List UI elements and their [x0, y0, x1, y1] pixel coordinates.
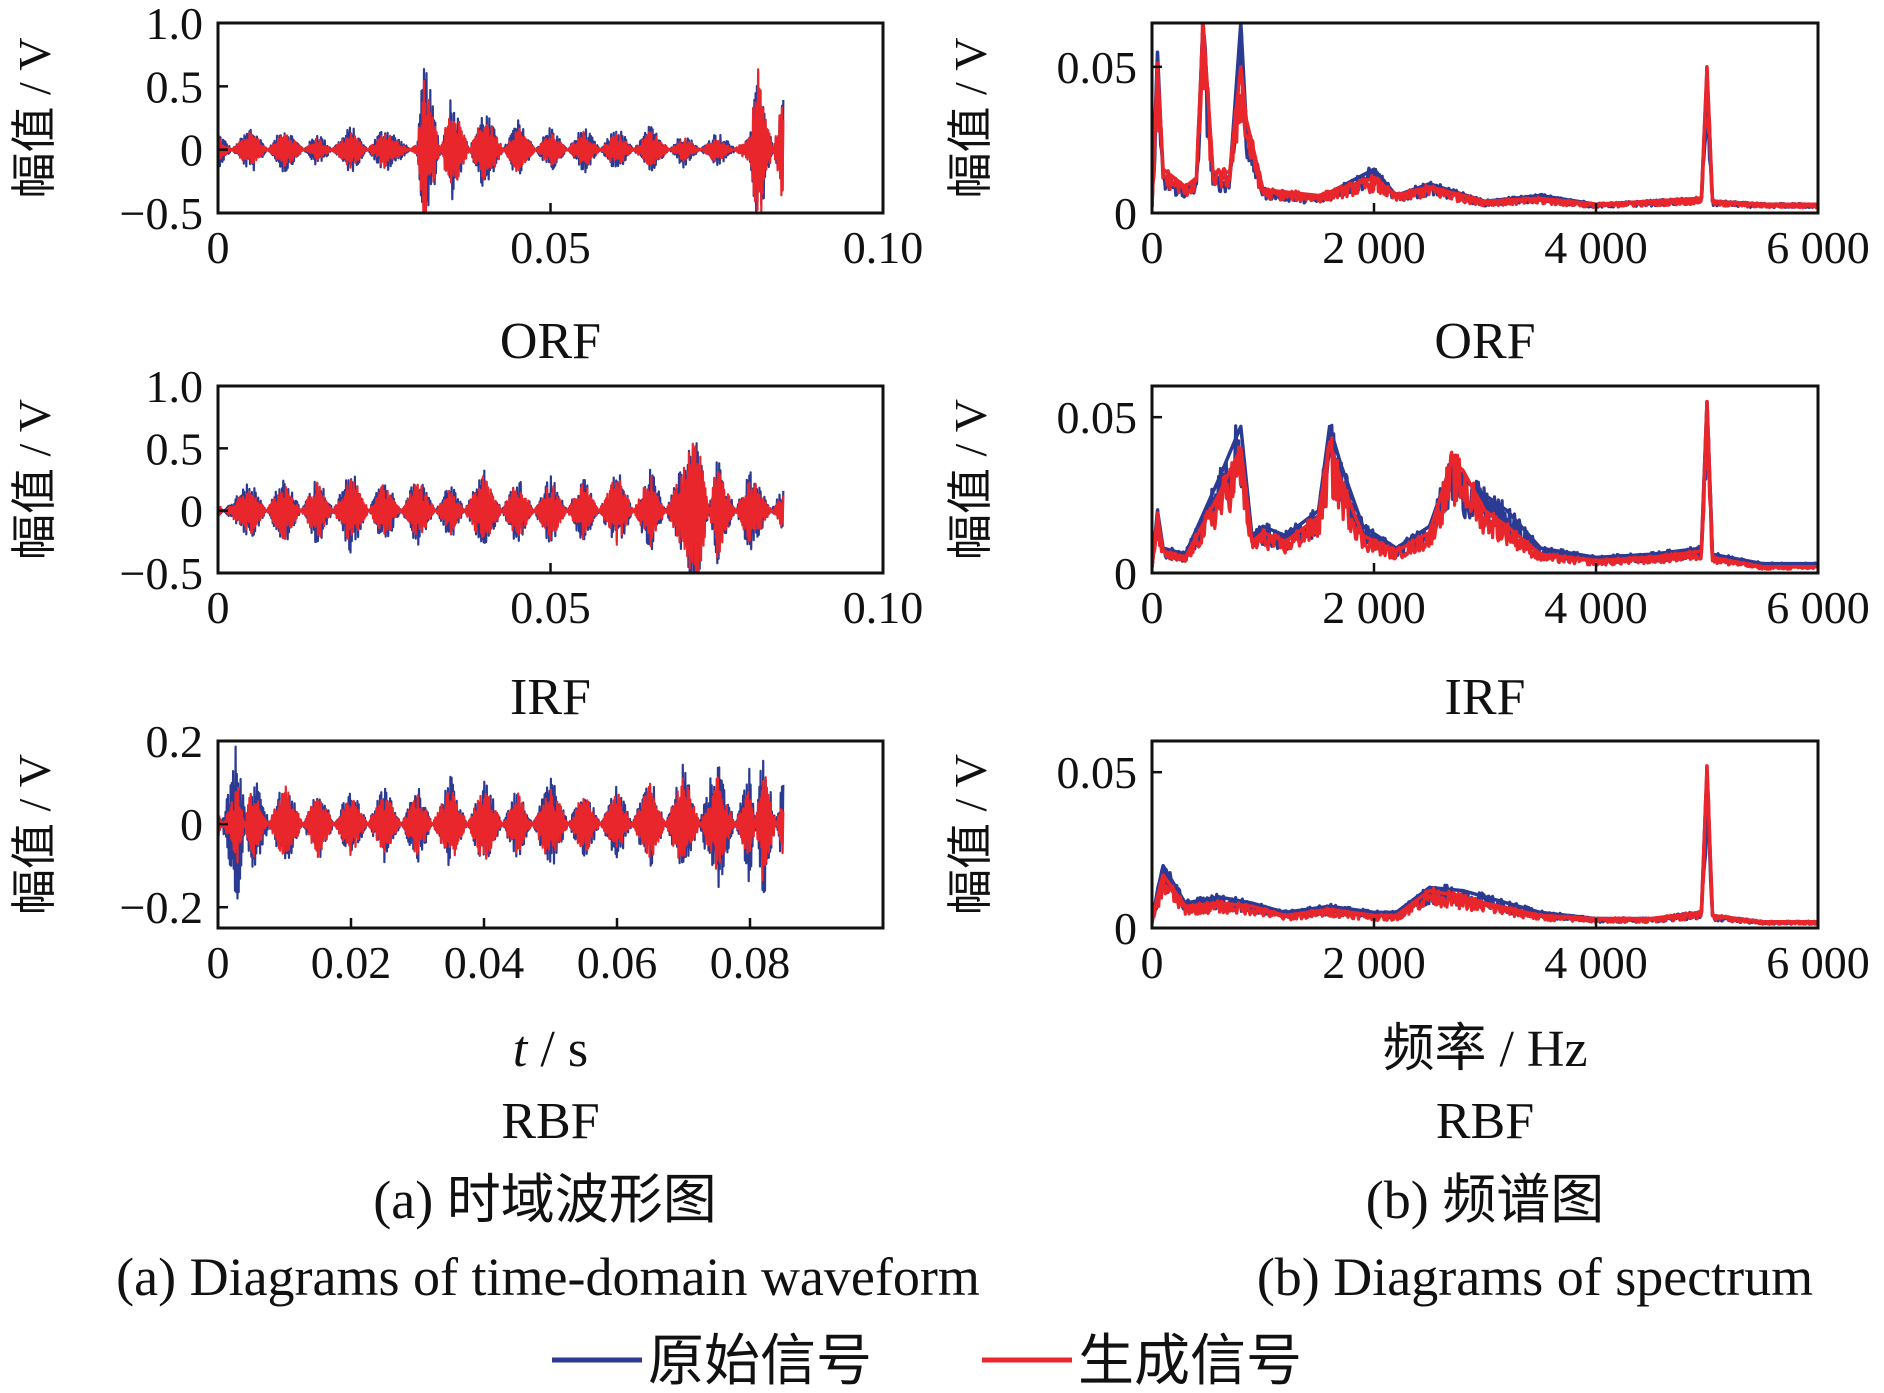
panel-title: RBF [501, 1093, 599, 1150]
series-original-line [1152, 764, 1818, 926]
series-generated-peaks [1152, 23, 1818, 206]
x-tick-label: 0 [207, 582, 230, 633]
series-generated-peaks [1152, 764, 1818, 924]
y-axis-label: 幅值 / V [9, 38, 60, 199]
y-tick-label: 1.0 [146, 0, 204, 49]
x-tick-label: 4 000 [1544, 582, 1648, 633]
x-tick-label: 0 [207, 937, 230, 988]
panel-b-irf: 0 2 000 4 000 6 000 0 0.05 幅值 / V IRF [945, 384, 1870, 726]
x-tick-label: 0.04 [444, 937, 525, 988]
y-tick-label: 0.05 [1057, 42, 1138, 93]
panel-title: ORF [500, 313, 601, 370]
x-tick-label: 2 000 [1322, 937, 1426, 988]
series-generated-line [1152, 23, 1818, 210]
y-axis-label: 幅值 / V [945, 754, 996, 915]
legend: 原始信号 生成信号 [552, 1331, 1302, 1393]
y-tick-label: 1.0 [146, 361, 204, 412]
x-tick-label: 0 [1141, 222, 1164, 273]
y-tick-label: 0.5 [146, 61, 204, 112]
series-original-peaks [1152, 23, 1818, 208]
y-axis-label: 幅值 / V [945, 38, 996, 199]
y-tick-label: 0 [180, 799, 203, 850]
x-axis-label: t / s [513, 1021, 588, 1078]
y-tick-label: −0.5 [120, 548, 203, 599]
x-axis-label: 频率 / Hz [1382, 1021, 1587, 1078]
y-tick-label: 0 [1114, 188, 1137, 239]
series-generated-line [218, 68, 785, 213]
series-generated-line [218, 776, 785, 882]
y-axis-label: 幅值 / V [945, 399, 996, 560]
plot-frame [1150, 21, 1820, 215]
series-generated-peaks [1152, 399, 1818, 569]
y-tick-label: 0 [1114, 548, 1137, 599]
panel-title: IRF [510, 669, 591, 726]
plot-frame [1150, 384, 1820, 575]
x-tick-label: 0.10 [843, 582, 924, 633]
x-tick-label: 0.06 [577, 937, 658, 988]
x-tick-label: 6 000 [1766, 582, 1870, 633]
x-tick-label: 6 000 [1766, 222, 1870, 273]
legend-original-label: 原始信号 [648, 1331, 872, 1393]
series-original-line [1152, 29, 1818, 210]
caption-a-en: (a) Diagrams of time-domain waveform [116, 1247, 980, 1307]
y-tick-label: 0.2 [146, 716, 204, 767]
x-tick-label: 2 000 [1322, 582, 1426, 633]
legend-generated-label: 生成信号 [1078, 1331, 1302, 1393]
x-tick-label: 0 [207, 222, 230, 273]
y-tick-label: 0 [180, 125, 203, 176]
panel-b-orf: 0 2 000 4 000 6 000 0 0.05 幅值 / V ORF [945, 21, 1870, 370]
panel-title: RBF [1436, 1093, 1534, 1150]
plot-frame [1150, 739, 1820, 930]
y-axis-label: 幅值 / V [9, 399, 60, 560]
x-tick-label: 6 000 [1766, 937, 1870, 988]
x-tick-label: 0 [1141, 582, 1164, 633]
x-tick-label: 0.08 [710, 937, 791, 988]
x-tick-label: 0.02 [311, 937, 392, 988]
y-tick-label: 0.05 [1057, 747, 1138, 798]
x-tick-label: 4 000 [1544, 222, 1648, 273]
x-tick-label: 0 [1141, 937, 1164, 988]
panel-title: IRF [1445, 669, 1526, 726]
y-tick-label: 0.5 [146, 423, 204, 474]
y-axis-label: 幅值 / V [9, 754, 60, 915]
caption-b-cn: (b) 频谱图 [1366, 1170, 1604, 1230]
caption-b-en: (b) Diagrams of spectrum [1257, 1247, 1813, 1307]
panel-title: ORF [1434, 313, 1535, 370]
series-generated-line [218, 442, 785, 573]
y-tick-label: 0 [180, 486, 203, 537]
y-tick-label: −0.5 [120, 188, 203, 239]
x-tick-label: 0.05 [510, 222, 591, 273]
x-tick-label: 4 000 [1544, 937, 1648, 988]
x-tick-label: 2 000 [1322, 222, 1426, 273]
caption-a-cn: (a) 时域波形图 [373, 1170, 716, 1230]
plot-frame [216, 739, 885, 930]
x-tick-label: 0.05 [510, 582, 591, 633]
y-tick-label: 0.05 [1057, 392, 1138, 443]
y-tick-label: 0 [1114, 903, 1137, 954]
panel-b-rbf: 0 2 000 4 000 6 000 0 0.05 幅值 / V 频率 / Hz RBF [945, 739, 1870, 1150]
y-tick-label: −0.2 [120, 882, 203, 933]
x-tick-label: 0.10 [843, 222, 924, 273]
